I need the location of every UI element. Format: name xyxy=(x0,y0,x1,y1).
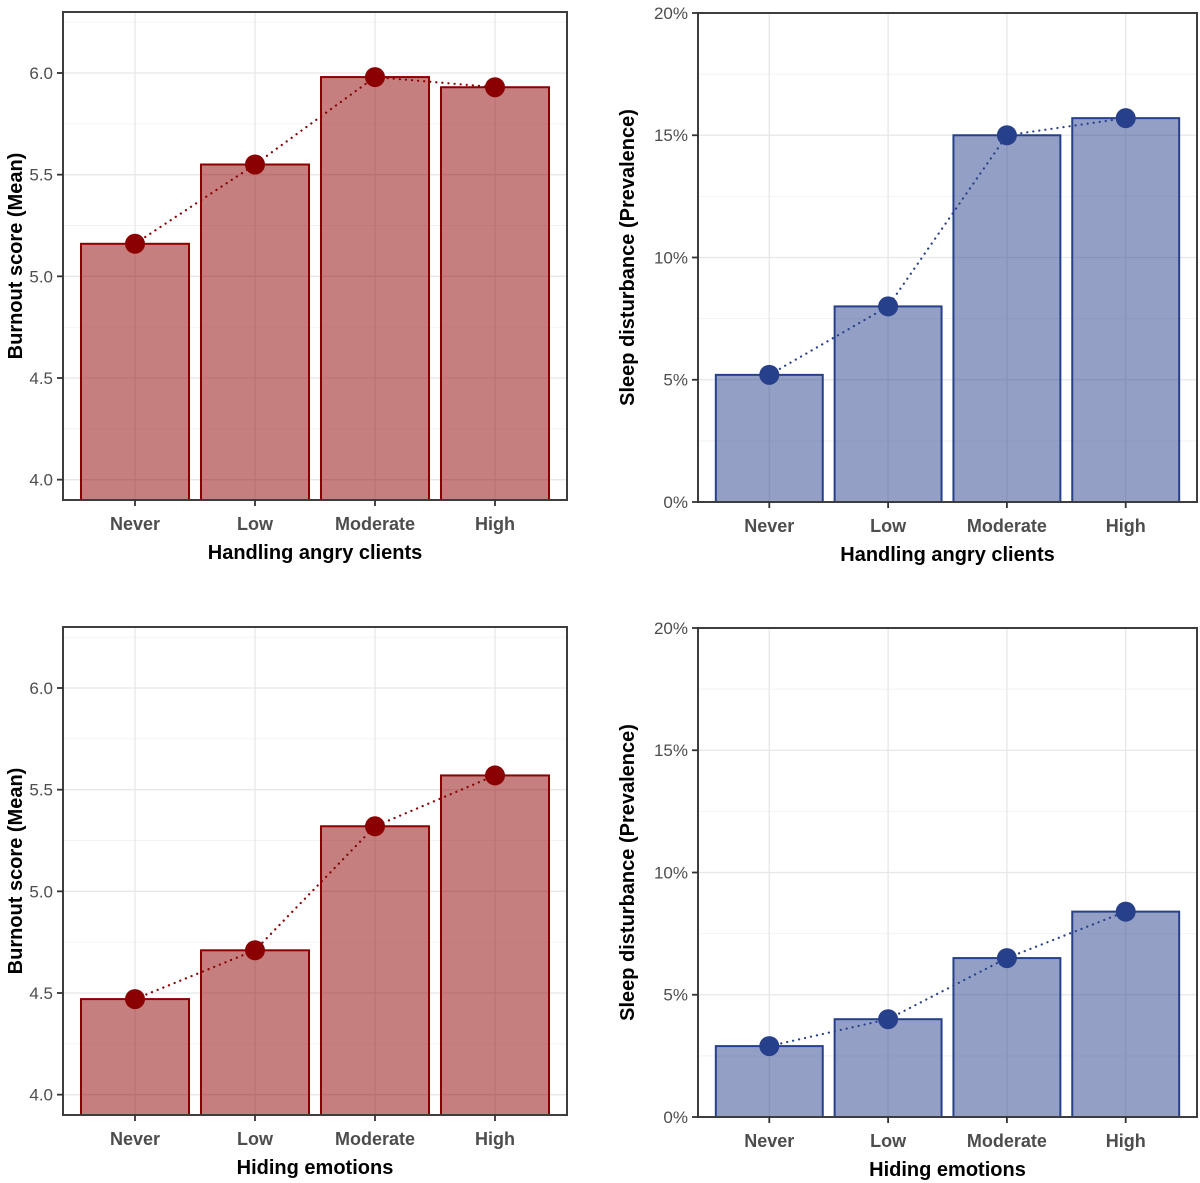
point-high xyxy=(1115,901,1136,922)
chart-sleep-disturbance-by-handling-angry-clients: 0% 5% 10% 15% 20% Never Low Moderate High Handlin… xyxy=(617,4,1198,566)
chart-cell-top-right: 0% 5% 10% 15% 20% Never Low Moderate High Handlin… xyxy=(600,0,1200,591)
bar-never xyxy=(714,373,824,503)
y-tick-label: 4.0 xyxy=(29,1086,53,1105)
y-tick-label: 10% xyxy=(654,863,688,882)
bar-low xyxy=(200,163,310,501)
x-tick-label: Moderate xyxy=(335,514,415,534)
y-tick-label: 15% xyxy=(654,741,688,760)
point-low xyxy=(878,296,899,317)
x-tick-label: Low xyxy=(237,514,274,534)
point-never xyxy=(759,1036,780,1057)
x-tick-label: Never xyxy=(110,514,160,534)
x-tick-label: Low xyxy=(237,1129,274,1149)
panel-border xyxy=(62,11,568,501)
x-tick-label: Low xyxy=(870,1131,907,1151)
x-tick-label: Moderate xyxy=(967,1131,1047,1151)
y-tick-label: 4.5 xyxy=(29,369,53,388)
bar-low xyxy=(833,305,943,503)
point-moderate xyxy=(365,816,385,837)
y-tick-label: 6.0 xyxy=(29,64,53,83)
x-tick-label: Never xyxy=(110,1129,160,1149)
bar-never xyxy=(714,1045,824,1118)
point-low xyxy=(245,940,265,961)
bar-high xyxy=(440,774,550,1117)
bar-high xyxy=(440,86,550,501)
y-tick-label: 6.0 xyxy=(29,679,53,698)
chart-burnout-by-handling-angry-clients: 4.0 4.5 5.0 5.5 6.0 Never Low Moderate High Handl… xyxy=(5,11,568,564)
x-tick-label: High xyxy=(1106,1131,1146,1151)
point-moderate xyxy=(996,948,1017,969)
x-axis-title: Handling angry clients xyxy=(840,544,1054,566)
y-tick-label: 5.0 xyxy=(29,267,53,286)
y-tick-label: 5% xyxy=(663,371,688,390)
x-tick-label: Moderate xyxy=(335,1129,415,1149)
bar-low xyxy=(200,949,310,1116)
point-low xyxy=(245,154,265,175)
x-tick-label: High xyxy=(1106,516,1146,536)
y-tick-label: 20% xyxy=(654,619,688,638)
point-never xyxy=(759,364,780,385)
point-high xyxy=(485,765,505,786)
point-low xyxy=(878,1009,899,1030)
bar-high xyxy=(1071,117,1181,503)
point-high xyxy=(1115,108,1136,129)
panel-border xyxy=(62,626,568,1116)
y-tick-label: 4.5 xyxy=(29,984,53,1003)
x-axis-title: Hiding emotions xyxy=(869,1159,1026,1181)
bar-low xyxy=(833,1018,943,1119)
trend-dotted-line xyxy=(768,910,1127,1048)
y-axis-title: Burnout score (Mean) xyxy=(5,768,27,975)
point-never xyxy=(125,233,145,254)
y-tick-label: 5% xyxy=(663,986,688,1005)
chart-sleep-disturbance-by-hiding-emotions: 0% 5% 10% 15% 20% Never Low Moderate High Hiding … xyxy=(617,619,1198,1181)
point-never xyxy=(125,989,145,1010)
y-tick-label: 5.0 xyxy=(29,882,53,901)
y-tick-label: 20% xyxy=(654,4,688,23)
chart-cell-top-left: 4.0 4.5 5.0 5.5 6.0 Never Low Moderate High Handl… xyxy=(0,0,600,591)
x-tick-label: Never xyxy=(744,516,794,536)
chart-cell-bottom-left: 4.0 4.5 5.0 5.5 6.0 Never Low Moderate High Hidin… xyxy=(0,591,600,1183)
chart-cell-bottom-right: 0% 5% 10% 15% 20% Never Low Moderate High Hiding … xyxy=(600,591,1200,1183)
bar-moderate xyxy=(952,134,1062,503)
y-axis-title: Burnout score (Mean) xyxy=(5,153,27,360)
point-high xyxy=(485,77,505,98)
bar-never xyxy=(80,242,190,502)
bar-high xyxy=(1071,910,1181,1118)
bar-moderate xyxy=(320,825,430,1116)
x-tick-label: High xyxy=(475,1129,515,1149)
chart-burnout-by-hiding-emotions: 4.0 4.5 5.0 5.5 6.0 Never Low Moderate High Hidin… xyxy=(5,626,568,1179)
bar-moderate xyxy=(952,957,1062,1119)
x-axis-title: Handling angry clients xyxy=(208,542,422,564)
y-axis-title: Sleep disturbance (Prevalence) xyxy=(617,724,639,1021)
x-tick-label: Low xyxy=(870,516,907,536)
x-axis-title: Hiding emotions xyxy=(237,1157,394,1179)
point-moderate xyxy=(996,125,1017,146)
y-tick-label: 15% xyxy=(654,126,688,145)
y-axis-title: Sleep disturbance (Prevalence) xyxy=(617,109,639,406)
y-tick-label: 4.0 xyxy=(29,471,53,490)
y-tick-label: 5.5 xyxy=(29,166,53,185)
x-tick-label: Never xyxy=(744,1131,794,1151)
y-tick-label: 5.5 xyxy=(29,781,53,800)
bar-never xyxy=(80,998,190,1117)
y-tick-label: 0% xyxy=(663,493,688,512)
point-moderate xyxy=(365,67,385,88)
y-tick-label: 0% xyxy=(663,1108,688,1127)
x-tick-label: High xyxy=(475,514,515,534)
y-tick-label: 10% xyxy=(654,248,688,267)
bar-moderate xyxy=(320,76,430,501)
x-tick-label: Moderate xyxy=(967,516,1047,536)
